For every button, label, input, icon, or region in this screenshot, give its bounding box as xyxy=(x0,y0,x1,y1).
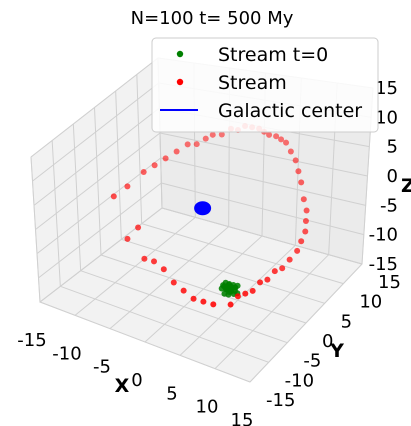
stream-point xyxy=(298,179,305,186)
stream-point xyxy=(135,224,142,231)
grid-line xyxy=(159,132,368,177)
galactic-center-marker xyxy=(194,201,212,216)
stream-point xyxy=(287,148,294,155)
stream-point xyxy=(173,148,180,155)
stream-point xyxy=(266,131,273,138)
y-tick-label: -15 xyxy=(266,390,295,411)
z-axis-label: Z xyxy=(401,175,411,197)
z-tick-label: -10 xyxy=(369,225,398,246)
stream-point xyxy=(140,168,147,175)
x-tick-label: 10 xyxy=(196,397,219,418)
stream-point xyxy=(292,157,299,164)
legend-entry-label: Stream t=0 xyxy=(218,44,328,66)
grid-line xyxy=(141,223,344,285)
x-tick-label: -5 xyxy=(93,357,111,378)
x-tick-label: 0 xyxy=(131,370,142,391)
stream-point xyxy=(190,295,197,302)
stream-point xyxy=(193,141,200,148)
y-tick-label: 10 xyxy=(359,292,382,313)
stream-t0-point xyxy=(234,282,241,289)
grid-line xyxy=(32,82,159,182)
z-tick-label: -15 xyxy=(369,254,398,275)
stream-point xyxy=(300,196,307,203)
stream-point xyxy=(170,279,177,286)
z-tick-label: -5 xyxy=(380,195,398,216)
stream-point xyxy=(160,266,167,273)
z-tick-label: 0 xyxy=(387,166,398,187)
stream-point xyxy=(202,135,209,142)
stream-t0-point xyxy=(224,284,231,291)
grid-line xyxy=(33,107,160,206)
stream-point xyxy=(141,255,148,262)
stream-point xyxy=(249,287,256,294)
y-tick-label: -10 xyxy=(285,370,314,391)
y-axis-label: Y xyxy=(329,340,344,362)
stream-point xyxy=(210,301,217,308)
x-tick-label: 5 xyxy=(166,383,177,404)
stream-point xyxy=(124,183,131,190)
stream-point xyxy=(278,136,285,143)
grid-line xyxy=(161,182,364,236)
stream-point xyxy=(200,298,207,305)
x-tick-label: 15 xyxy=(231,410,254,426)
stream-point xyxy=(124,235,131,242)
grid-line xyxy=(160,157,366,206)
grid-line xyxy=(39,207,163,303)
grid-line xyxy=(38,182,162,279)
stream-point xyxy=(257,279,264,286)
z-tick-label: 10 xyxy=(375,107,398,128)
grid-line xyxy=(35,132,161,230)
stream-point xyxy=(162,155,169,162)
y-tick-label: 5 xyxy=(341,311,352,332)
y-tick-label: 15 xyxy=(378,272,401,293)
stream-point xyxy=(184,141,191,148)
z-tick-label: 15 xyxy=(375,78,398,99)
grid-line xyxy=(121,238,325,304)
stream-point xyxy=(234,293,241,300)
grid-line xyxy=(30,57,159,158)
stream-point xyxy=(151,258,158,265)
x-tick-label: -10 xyxy=(52,343,81,364)
stream-point xyxy=(295,168,302,175)
stream-point xyxy=(151,162,158,169)
stream-point xyxy=(271,268,278,275)
stream-point xyxy=(110,193,117,200)
grid-line xyxy=(36,157,161,255)
grid-line xyxy=(39,301,251,383)
stream-point xyxy=(242,290,249,297)
stream-point xyxy=(286,256,293,263)
legend-point-swatch xyxy=(176,50,184,58)
grid-line xyxy=(100,254,307,324)
y-tick-label: 0 xyxy=(322,331,333,352)
stream-point xyxy=(180,287,187,294)
stream-point xyxy=(273,133,280,140)
legend-point-swatch xyxy=(176,78,184,86)
legend-entry-label: Galactic center xyxy=(218,100,362,122)
stream-point xyxy=(279,265,286,272)
chart-title: N=100 t= 500 My xyxy=(131,8,294,29)
legend: Stream t=0 Stream Galactic center xyxy=(151,37,379,133)
legend-entry-label: Stream xyxy=(218,72,287,94)
stream-point xyxy=(264,276,271,283)
legend-box xyxy=(151,37,379,133)
stream-point xyxy=(302,228,309,235)
stream-point xyxy=(298,238,305,245)
z-tick-label: 5 xyxy=(387,137,398,158)
y-tick-label: -5 xyxy=(303,351,321,372)
stream-point xyxy=(227,301,234,308)
stream-point xyxy=(218,131,225,138)
stream-point xyxy=(209,131,216,138)
stream-t0-point xyxy=(228,285,235,292)
grid-line xyxy=(80,270,288,344)
grid-line xyxy=(60,285,269,363)
grid-line xyxy=(161,207,363,265)
stream-point xyxy=(283,139,290,146)
x-axis-label: X xyxy=(115,375,130,397)
stream-point xyxy=(294,247,301,254)
stream-point xyxy=(303,207,310,214)
tick-labels: -15-10-5051015-15-10-5051015-15-10-50510… xyxy=(17,78,401,426)
x-tick-label: -15 xyxy=(17,330,46,351)
stream-point xyxy=(302,217,309,224)
